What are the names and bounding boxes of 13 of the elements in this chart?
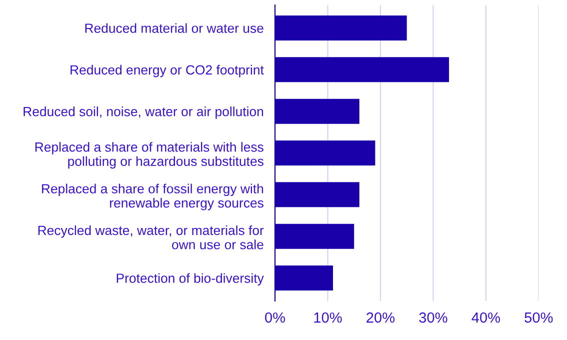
x-tick-label: 10% xyxy=(314,312,342,323)
x-tick-label: 0% xyxy=(265,312,286,323)
x-tick-label: 40% xyxy=(472,312,500,323)
y-tick-label: Recycled waste, water, or materials for own use or sale xyxy=(38,225,264,250)
y-tick-label: Protection of bio-diversity xyxy=(116,273,264,286)
x-tick-label: 30% xyxy=(419,312,448,323)
x-tick-label: 50% xyxy=(524,312,553,323)
y-tick-label: Reduced material or water use xyxy=(85,23,264,33)
y-tick-label: Replaced a share of fossil energy with renewable energy sources xyxy=(42,184,264,210)
x-tick-label: 20% xyxy=(366,312,395,323)
y-tick-label: Reduced energy or CO2 footprint xyxy=(70,64,264,78)
y-tick-label: Reduced soil, noise, water or air pollution xyxy=(24,106,264,119)
y-tick-label: Replaced a share of materials with less polluting or hazardous substitutes xyxy=(35,142,264,169)
